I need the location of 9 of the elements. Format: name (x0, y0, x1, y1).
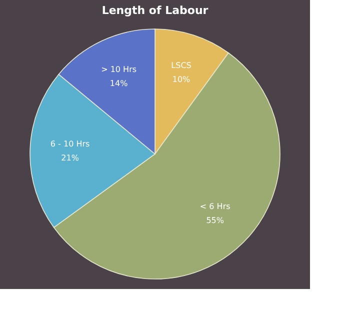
slice-label: < 6 Hrs (200, 202, 230, 212)
slice-label: > 10 Hrs (101, 65, 137, 74)
chart-title: Length of Labour (102, 4, 209, 17)
slice-label: LSCS (171, 61, 192, 70)
slice-label: 6 - 10 Hrs (50, 139, 90, 148)
data-label: 55% (206, 216, 224, 226)
data-label: 14% (110, 79, 128, 88)
data-label: 10% (172, 75, 191, 84)
data-label: 21% (61, 153, 80, 162)
